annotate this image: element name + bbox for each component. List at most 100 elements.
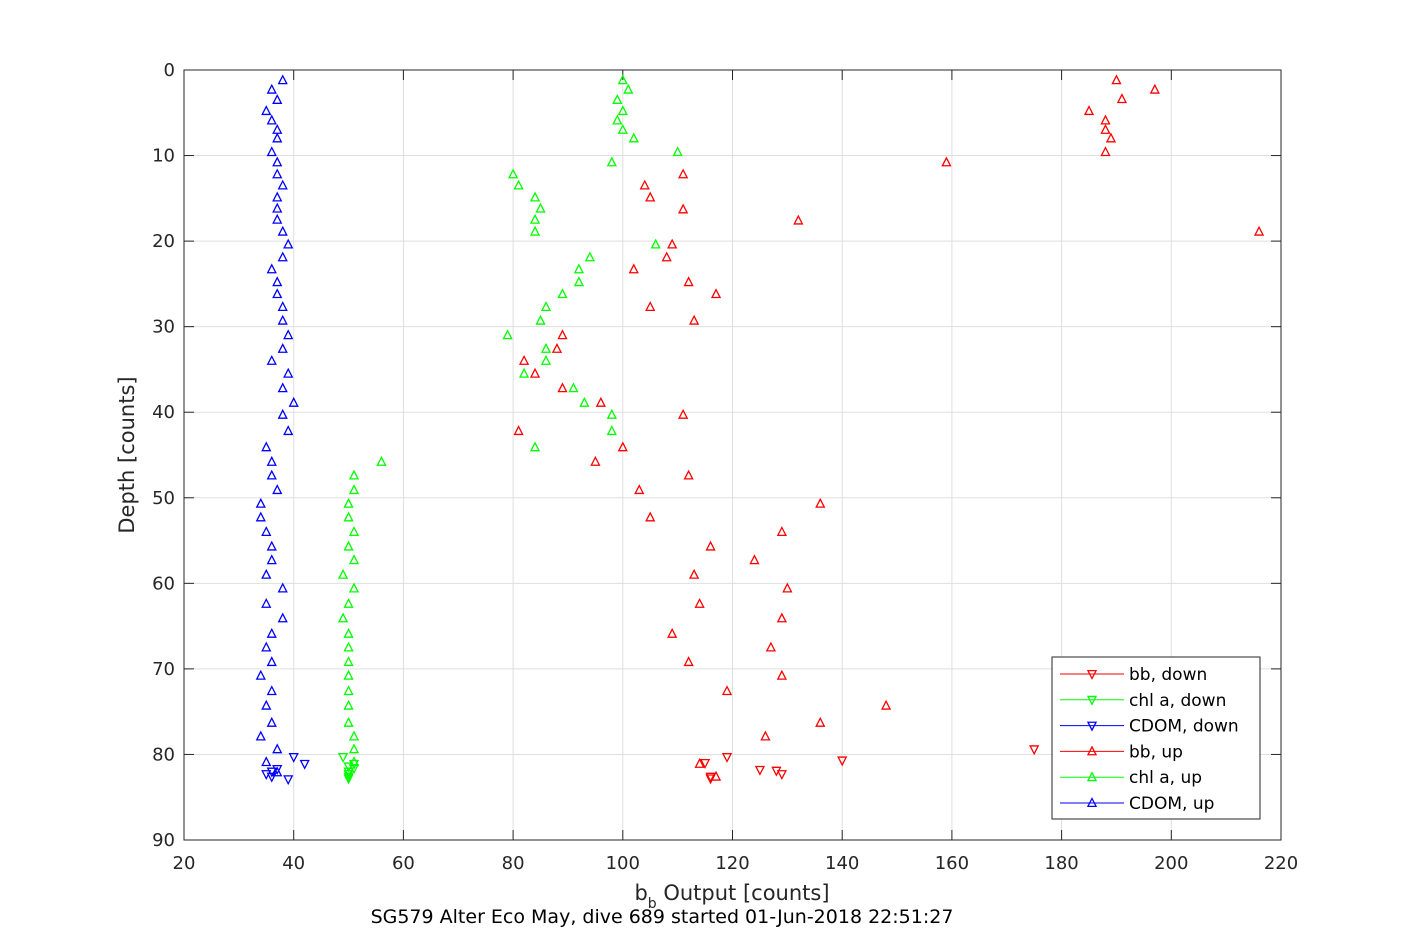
data-point-cdom-up [266,540,277,551]
legend-label: CDOM, up [1129,794,1214,814]
data-point-bb-up [776,669,787,680]
data-point-cdom-up [288,396,299,407]
data-point-bb-up [645,511,656,522]
data-point-cdom-up [261,526,272,537]
data-point-chl-a-up [376,455,387,466]
data-point-bb-up [710,288,722,299]
data-point-bb-up [683,656,694,667]
data-point-chl-a-up [617,74,628,85]
data-point-cdom-up [266,354,277,365]
data-point-bb-up [760,730,771,741]
data-point-chl-a-up [529,441,541,452]
x-axis-ticks: 20 40 60 80 100 120 140 160 180 200 220 [173,70,1298,874]
data-point-cdom-up [255,730,266,741]
data-point-chl-a-up [617,105,628,116]
x-tick-label: 140 [825,853,859,874]
data-point-cdom-up [277,301,288,312]
data-point-chl-a-up [343,699,354,710]
data-point-chl-a-up [573,263,585,274]
data-point-bb-up [1100,123,1111,134]
data-point-chl-a-up [529,225,541,236]
data-point-cdom-up [261,568,272,579]
data-point-cdom-up [266,716,277,727]
data-point-cdom-up [277,612,288,623]
y-tick-label: 80 [152,744,175,765]
x-axis-label-subscript: b [648,896,657,912]
y-tick-label: 90 [152,830,175,851]
data-point-cdom-up [266,469,277,480]
data-point-chl-a-up [337,568,349,579]
data-point-chl-a-up [507,168,519,179]
data-point-cdom-up [272,213,283,224]
data-point-bb-up [880,699,892,710]
legend-marker [1086,721,1098,732]
data-point-cdom-up [272,743,283,754]
data-point-cdom-up [277,382,288,393]
data-point-bb-up [513,425,524,436]
data-point-bb-up [1105,132,1117,143]
y-tick-label: 10 [152,146,175,167]
data-point-bb-up [694,757,705,768]
data-point-chl-a-up [343,511,354,522]
data-point-cdom-up [277,225,288,236]
data-point-bb-up [782,582,793,593]
legend-marker [1086,771,1098,782]
data-point-chl-a-down [348,764,360,775]
data-point-cdom-down [288,752,299,763]
data-point-chl-a-up [343,540,354,551]
data-point-cdom-up [255,669,266,680]
data-point-bb-down [721,752,733,763]
data-point-chl-a-up [348,554,360,565]
x-tick-label: 160 [935,853,969,874]
data-point-cdom-up [283,425,294,436]
data-point-chl-a-down [343,774,354,785]
x-tick-label: 80 [502,853,525,874]
data-point-chl-a-up [617,123,628,134]
data-point-bb-up [1149,83,1160,94]
data-point-bb-up [1111,74,1122,85]
data-point-bb-down [754,765,766,776]
data-point-cdom-down [283,775,294,786]
data-point-bb-up [645,301,656,312]
data-point-chl-a-up [623,83,634,94]
data-point-chl-a-up [348,743,360,754]
data-point-cdom-up [277,251,288,262]
data-point-cdom-up [283,238,294,249]
x-tick-label: 20 [173,853,196,874]
data-points [255,74,1265,786]
data-point-cdom-up [277,74,288,85]
data-point-bb-up [815,716,826,727]
data-point-cdom-up [261,597,272,608]
data-point-chl-a-up [348,469,360,480]
data-point-bb-down [1029,745,1040,756]
y-axis-ticks: 0 10 20 30 40 50 60 70 80 90 [152,60,1281,851]
data-point-cdom-up [272,766,283,777]
data-point-chl-a-up [535,202,546,213]
data-point-cdom-up [277,582,288,593]
data-point-bb-up [667,238,678,249]
data-point-chl-a-up [540,342,552,353]
data-point-cdom-up [272,191,283,202]
data-point-bb-up [667,627,678,638]
data-point-chl-a-up [612,94,623,104]
data-point-bb-down [705,772,716,783]
data-point-cdom-up [261,105,272,116]
x-axis-label-rest: Output [counts] [657,881,830,905]
legend-label: bb, up [1129,742,1183,762]
data-point-cdom-up [266,263,277,274]
data-point-cdom-up [272,94,283,104]
data-point-chl-a-up [606,425,617,436]
x-tick-label: 120 [715,853,749,874]
data-point-cdom-up [277,342,288,353]
data-point-cdom-down [266,772,277,783]
data-point-chl-a-up [337,612,349,623]
data-point-bb-up [688,568,700,579]
data-point-chl-a-up [513,179,524,190]
data-point-chl-a-up [540,354,552,365]
data-point-chl-a-up [628,132,639,143]
data-point-chl-a-up [343,716,354,727]
data-point-chl-a-up [348,582,360,593]
data-point-cdom-up [277,408,288,419]
data-point-bb-up [590,455,601,466]
